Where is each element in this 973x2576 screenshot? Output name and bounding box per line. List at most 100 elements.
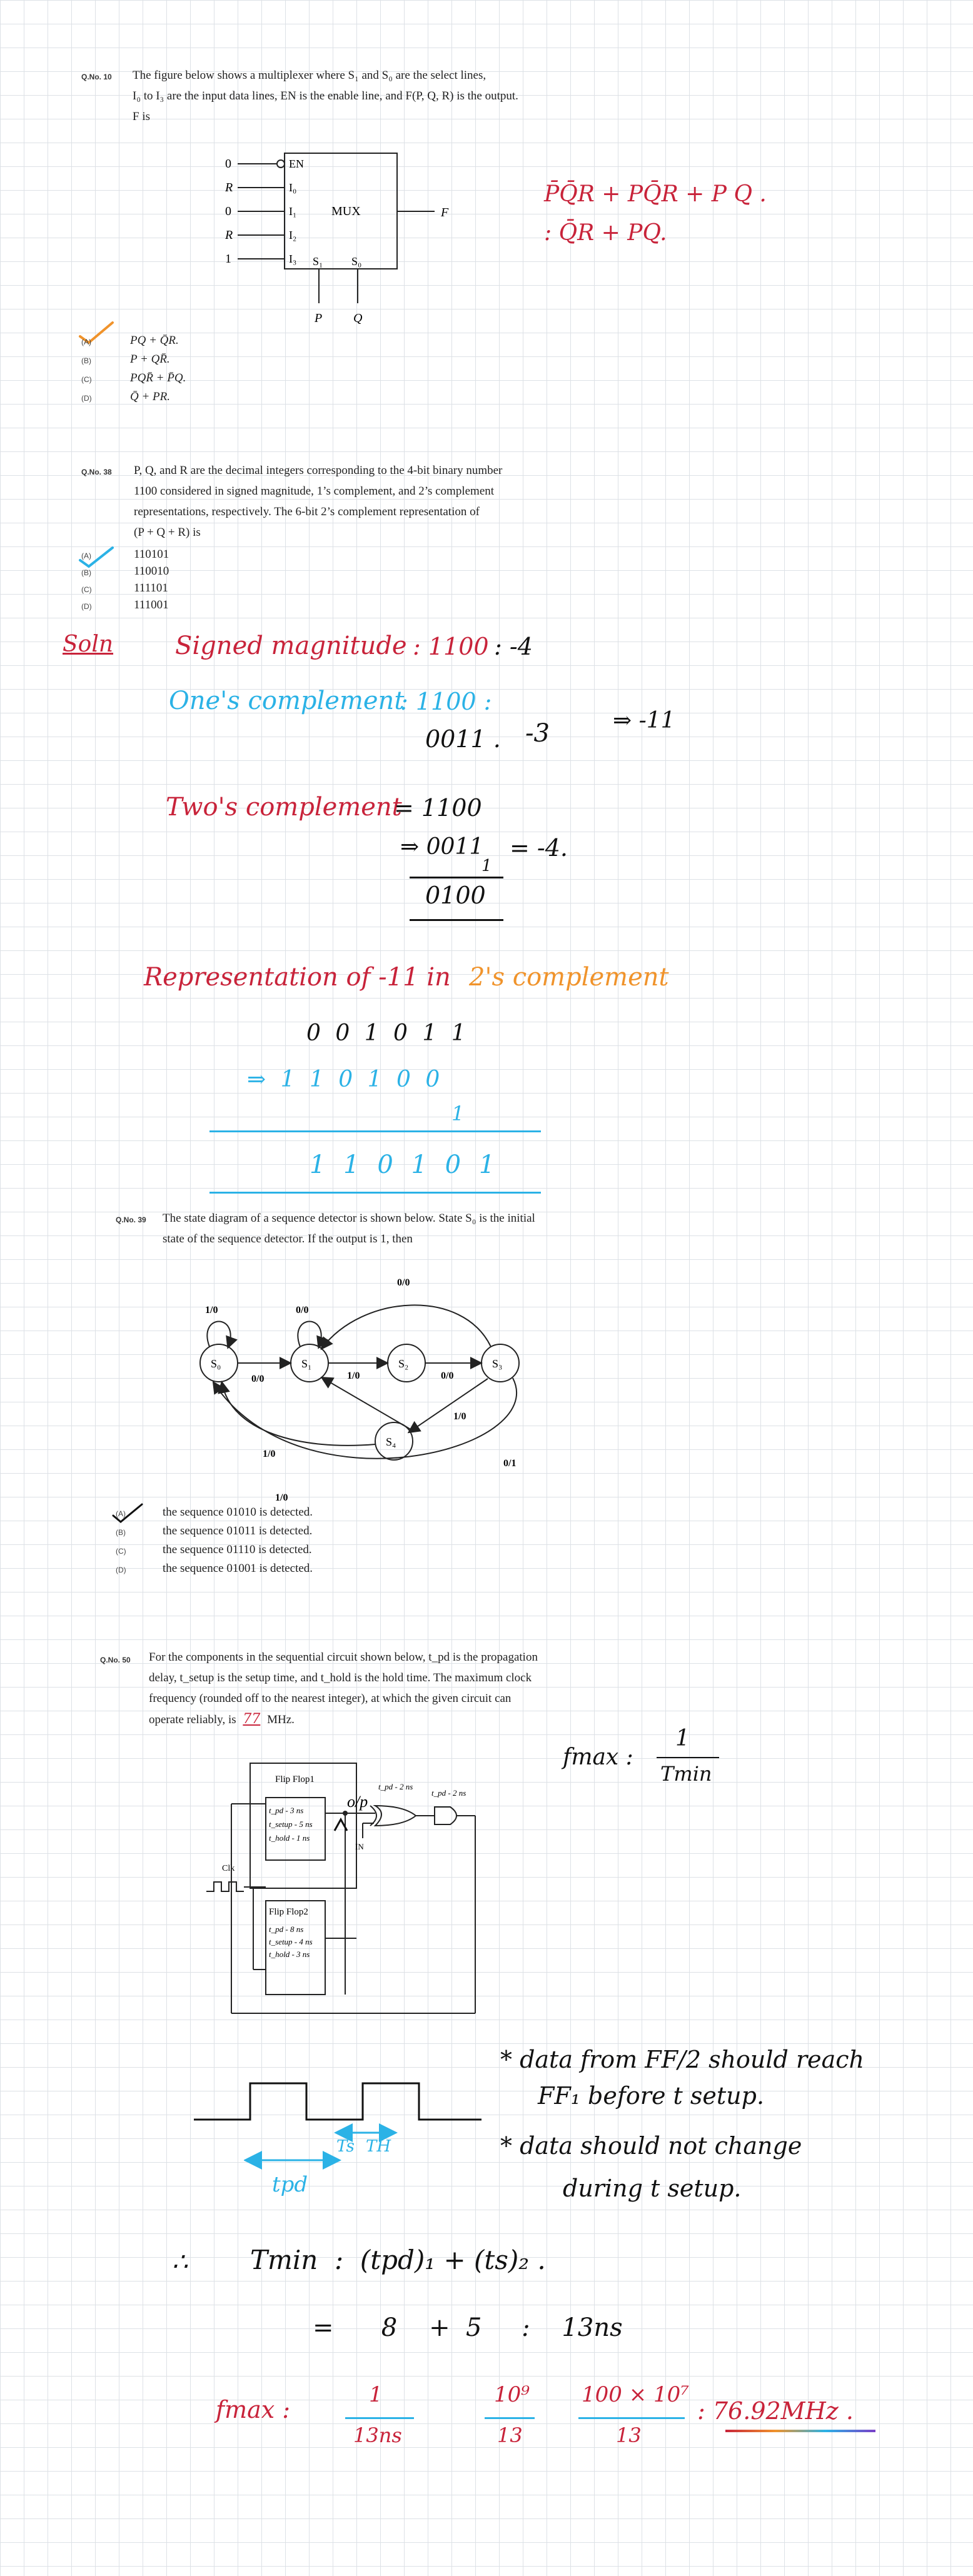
options-list: (A) the sequence 01010 is detected. (B) … (116, 1506, 491, 1581)
binary-add-one: 1 (451, 1102, 465, 1125)
fraction-line (345, 2417, 414, 2419)
s1-label: S₁ (313, 255, 323, 268)
ff1-tpd: t_pd - 3 ns (269, 1806, 303, 1815)
sum-line (410, 877, 503, 878)
note-line: * data from FF/2 should reach (500, 2046, 865, 2073)
signed-magnitude-value: : 1100 (413, 633, 489, 660)
i1-label: I₁ (289, 205, 296, 218)
state-diagram: S₀ S₁ S₂ S₃ S₄ 1/0 0/0 0/0 1/0 0/0 0/0 1… (199, 1277, 520, 1503)
option-d: (D) Q̄ + PR. (81, 390, 171, 403)
edge-label: 0/0 (251, 1374, 264, 1384)
edge-label: 1/0 (347, 1371, 360, 1381)
ff2-thold: t_hold - 3 ns (269, 1950, 310, 1959)
option-c: (C) the sequence 01110 is detected. (116, 1543, 312, 1556)
handwritten-note: P̄Q̄R + PQ̄R + P Q . (544, 181, 767, 207)
i0-input-value: R (224, 181, 233, 194)
ones-complement-result: -3 (525, 719, 550, 748)
en-input-value: 0 (225, 157, 231, 171)
fraction-line (578, 2417, 685, 2419)
fraction-denominator: 13 (616, 2423, 642, 2447)
question-line: delay, t_setup is the setup time, and t_… (149, 1671, 532, 1684)
state-s2-label: S₂ (398, 1357, 408, 1370)
th-label: TH (366, 2137, 391, 2156)
in-label: IN (355, 1842, 364, 1851)
question-number: Q.No. 10 (81, 73, 112, 81)
q-input: Q (353, 311, 363, 325)
question-line: (P + Q + R) is (134, 526, 201, 539)
edge-label: 1/0 (263, 1449, 275, 1459)
checkmark-icon (79, 321, 114, 345)
question-number: Q.No. 38 (81, 468, 112, 476)
i0-label: I₀ (289, 181, 296, 194)
question-number: Q.No. 39 (116, 1215, 146, 1224)
i3-input-value: 1 (225, 252, 231, 266)
option-b: (B) 110010 (81, 565, 169, 578)
options-list: (A) PQ + Q̄R. (B) P + QR̄. (C) PQR̄ + P̄… (81, 334, 394, 409)
tmin-value: = 8 + 5 : 13ns (313, 2313, 623, 2342)
sum-line (410, 919, 503, 921)
representation-label: Representation of -11 in (144, 963, 451, 992)
options-list: (A) 110101 (B) 110010 (C) 111101 (D) 111… (81, 548, 394, 615)
question-line: For the components in the sequential cir… (149, 1651, 538, 1664)
ff2-title: Flip Flop2 (269, 1907, 308, 1917)
note-line: during t setup. (563, 2175, 742, 2202)
result-underline (725, 2430, 875, 2432)
ones-complement-value: : 1100 : (400, 688, 492, 715)
s0-label: S₀ (351, 255, 361, 268)
i1-input-value: 0 (225, 204, 231, 218)
timing-arrows (244, 2123, 398, 2170)
edge-label: 1/0 (453, 1411, 466, 1422)
binary-11: 0 0 1 0 1 1 (306, 1020, 470, 1046)
edge-label: 0/0 (296, 1305, 308, 1316)
clk-label: Clk (222, 1864, 234, 1873)
i3-label: I₃ (289, 253, 296, 265)
binary-result: 1 1 0 1 0 1 (310, 1150, 500, 1179)
question-line: state of the sequence detector. If the o… (163, 1232, 413, 1245)
signed-magnitude-result: : -4 (494, 633, 533, 660)
option-c: (C) PQR̄ + P̄Q. (81, 371, 186, 385)
edge-label: 1/0 (205, 1305, 218, 1316)
fraction-numerator: 10⁹ (494, 2382, 530, 2407)
en-label: EN (289, 158, 304, 170)
option-b: (B) the sequence 01011 is detected. (116, 1524, 313, 1537)
note-line: FF₁ before t setup. (538, 2082, 765, 2110)
question-text: For the components in the sequential cir… (149, 1647, 599, 1730)
question-number: Q.No. 50 (100, 1656, 131, 1664)
checkmark-icon (79, 546, 114, 568)
question-text: The figure below shows a multiplexer whe… (133, 65, 570, 127)
therefore-symbol: ∴ (172, 2248, 188, 2277)
checkmark-icon (112, 1503, 143, 1523)
question-line: F is (133, 110, 150, 123)
question-line: I₀ to I₃ are the input data lines, EN is… (133, 89, 518, 103)
note-line: * data should not change (500, 2132, 802, 2160)
state-s1-label: S₁ (301, 1357, 311, 1370)
fmax-result: : 76.92MHz . (697, 2397, 854, 2425)
state-s3-label: S₃ (492, 1357, 502, 1370)
ff1-title: Flip Flop1 (275, 1774, 315, 1784)
option-d: (D) the sequence 01001 is detected. (116, 1562, 313, 1575)
fmax-final-label: fmax : (216, 2396, 291, 2423)
twos-complement-inverted: ⇒ 0011 (400, 834, 484, 860)
state-s4-label: S₄ (386, 1436, 396, 1448)
question-line: frequency (rounded off to the nearest in… (149, 1692, 512, 1705)
question-line: The figure below shows a multiplexer whe… (133, 69, 487, 82)
and-tpd: t_pd - 2 ns (431, 1788, 466, 1798)
fraction-denominator: 13ns (353, 2423, 402, 2447)
twos-complement-result: = -4. (510, 834, 568, 862)
signed-magnitude-label: Signed magnitude (175, 631, 407, 660)
representation-label-2: 2's complement (469, 963, 669, 992)
edge-label: 1/0 (275, 1492, 288, 1503)
p-input: P (314, 311, 322, 325)
tmin-equation: Tmin : (tpd)₁ + (ts)₂ . (250, 2245, 546, 2275)
option-d: (D) 111001 (81, 598, 169, 611)
clock-waveform (194, 2082, 481, 2121)
xor-tpd: t_pd - 2 ns (378, 1782, 413, 1791)
ones-complement-inverted: 0011 . (425, 725, 501, 753)
twos-complement-sum: 0100 (425, 882, 486, 909)
question-line: P, Q, and R are the decimal integers cor… (134, 464, 503, 477)
ff2-tsetup: t_setup - 4 ns (269, 1937, 313, 1946)
fraction-numerator: 1 (369, 2382, 383, 2407)
option-a: (A) 110101 (81, 548, 169, 561)
option-a: (A) the sequence 01010 is detected. (116, 1506, 313, 1519)
question-line: representations, respectively. The 6-bit… (134, 505, 480, 518)
